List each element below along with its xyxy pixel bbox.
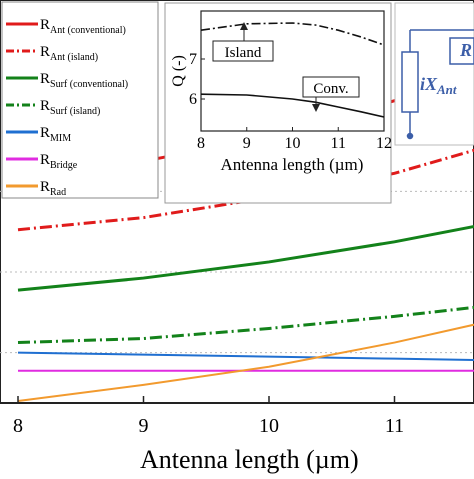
legend-label-0: RAnt (conventional) [40, 17, 126, 36]
circuit-panel [394, 2, 474, 146]
inset-annotation-island: Island [212, 22, 274, 62]
inset-panel [164, 2, 392, 204]
legend-label-6: RRad [40, 179, 66, 198]
inset-series-line-0 [200, 22, 385, 46]
inset-y-tick-label-7: 7 [189, 51, 197, 68]
x-tick-label-10: 10 [259, 415, 279, 437]
series-line-mim [17, 351, 474, 361]
circuit-label-r: R [459, 40, 472, 60]
inset-series [200, 22, 385, 118]
legend: RAnt (conventional) RAnt (island) RSurf (c… [1, 1, 159, 199]
legend-label-4: RMIM [40, 125, 71, 144]
inset-annotation-conv-label: Conv. [313, 81, 348, 97]
series-line-rad [17, 323, 474, 402]
inset-ticks: 8 9 10 11 12 6 7 [189, 51, 392, 152]
circuit-label-ix-ant: iXAnt [420, 74, 457, 97]
x-tick-label-11: 11 [385, 415, 404, 437]
legend-label-5: RBridge [40, 152, 78, 171]
inset-y-label: Q (-) [170, 55, 187, 87]
circuit-resistor-element [449, 37, 474, 65]
inset-series-line-1 [200, 93, 385, 118]
x-tick-label-9: 9 [139, 415, 149, 437]
series-line-surf-island [17, 305, 474, 345]
x-axis-label: Antenna length (µm) [140, 445, 359, 474]
legend-label-2: RSurf (conventional) [40, 71, 128, 90]
legend-label-1: RAnt (island) [40, 44, 98, 63]
inset-x-tick-label-10: 10 [285, 135, 301, 152]
plot-frame [0, 0, 474, 404]
inset-y-tick-label-6: 6 [189, 91, 197, 108]
inset-x-label: Antenna length (µm) [221, 155, 364, 174]
inset-annotation-island-label: Island [225, 45, 262, 61]
inset-annotation-conv: Conv. [302, 76, 360, 112]
inset-x-tick-label-12: 12 [376, 135, 392, 152]
x-tick-label-8: 8 [13, 415, 23, 437]
inset-x-tick-label-9: 9 [243, 135, 251, 152]
inset-x-tick-label-8: 8 [197, 135, 205, 152]
grid [0, 190, 474, 354]
inset: 8 9 10 11 12 6 7 Q (-) Antenna length (µm) Isl… [164, 2, 392, 204]
legend-box [1, 1, 159, 199]
legend-label-3: RSurf (island) [40, 98, 100, 117]
circuit-diagram [394, 2, 474, 146]
inset-x-tick-label-11: 11 [331, 135, 346, 152]
series-line-surf-conventional [17, 224, 474, 292]
x-axis-ticks: 8 9 10 11 [13, 396, 404, 437]
